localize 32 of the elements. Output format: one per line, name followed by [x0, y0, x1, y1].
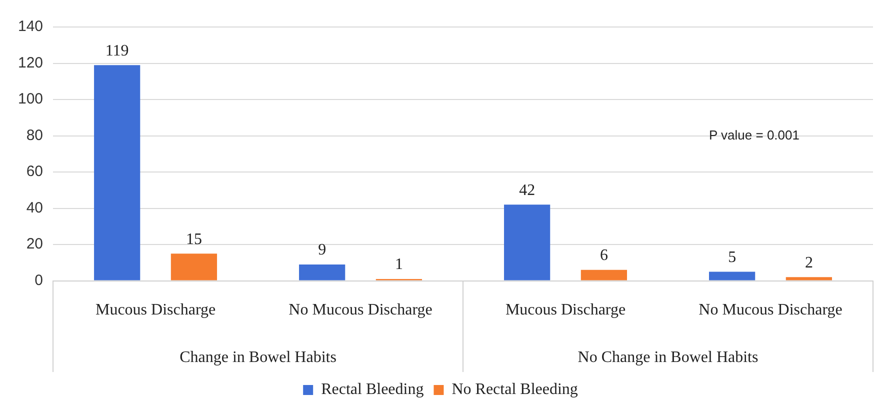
text: No Change in Bowel Habits: [578, 349, 758, 366]
data-label: 6: [600, 247, 608, 264]
y-tick-label: 60: [26, 163, 44, 180]
annotation: P value = 0.001: [709, 128, 800, 143]
data-label: 1: [394, 256, 403, 274]
y-tick-label: 120: [18, 54, 44, 72]
bar: [504, 204, 550, 280]
bar: [170, 254, 218, 280]
y-tick-label: 20: [26, 236, 44, 253]
x-tick-label: Mucous Discharge: [505, 302, 626, 319]
y-tick-label: 0: [34, 272, 44, 289]
bar: [709, 272, 756, 280]
data-label: 5: [728, 248, 736, 266]
x-tick-label: No Mucous Discharge: [288, 302, 432, 319]
y-tick-label: 80: [26, 126, 44, 144]
data-label: 15: [186, 230, 202, 248]
x-tick-label: Mucous Discharge: [95, 302, 216, 319]
data-label: 2: [804, 254, 813, 272]
bar: [580, 270, 628, 280]
legend-label: Rectal Bleeding: [321, 381, 424, 398]
data-label: 9: [318, 242, 326, 259]
legend-label: No Rectal Bleeding: [452, 381, 578, 398]
bar: [299, 264, 346, 280]
data-label: 42: [519, 182, 536, 199]
y-tick-label: 40: [26, 199, 44, 216]
y-tick-label: 100: [18, 90, 44, 108]
bar: [786, 277, 832, 280]
y-tick-label: 140: [18, 18, 44, 36]
x-tick-label: No Mucous Discharge: [698, 302, 842, 319]
text: Change in Bowel Habits: [180, 349, 336, 366]
bar: [94, 65, 140, 280]
data-label: 119: [105, 42, 129, 60]
